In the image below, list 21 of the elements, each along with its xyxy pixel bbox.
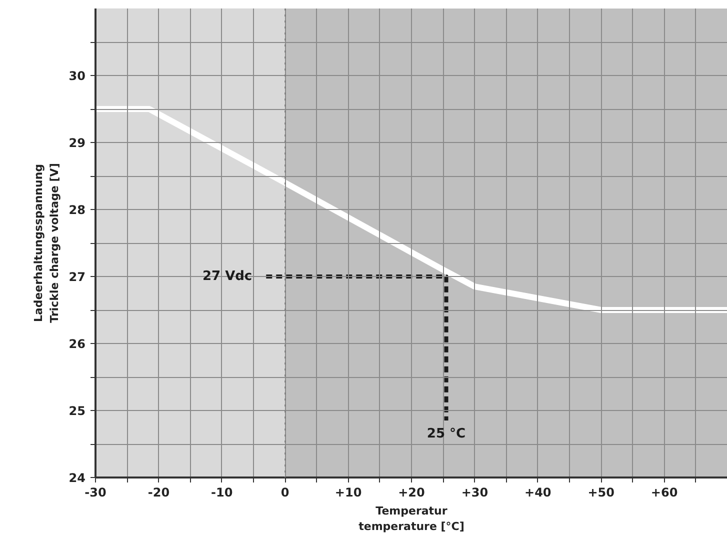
y-tick-label: 27 (68, 270, 86, 284)
x-axis-title: Temperatur temperature [°C] (358, 504, 464, 534)
x-tick-label: +30 (461, 486, 488, 500)
x-tick-label: -20 (148, 486, 170, 500)
y-tick-label: 29 (68, 136, 86, 150)
y-tick-label: 24 (68, 471, 86, 485)
x-tick-label: +60 (650, 486, 678, 500)
annotation: 27 Vdc (202, 269, 252, 284)
x-tick-label: +50 (588, 486, 614, 500)
y-axis-title: Ladeerhaltungsspannung Trickle charge voltage [V] (32, 163, 61, 323)
x-tick-label: -30 (84, 486, 106, 500)
y-tick-label: 25 (68, 404, 86, 418)
x-tick-label: +40 (524, 486, 552, 500)
y-tick-label: 28 (68, 203, 86, 217)
x-tick-label: -10 (211, 486, 233, 500)
x-tick-label: +10 (334, 486, 362, 500)
y-tick-label: 26 (68, 337, 86, 351)
x-tick-label: 0 (280, 486, 290, 500)
annotation: 25 °C (426, 426, 466, 442)
y-tick-label: 30 (68, 69, 86, 83)
x-tick-label: +20 (398, 486, 425, 500)
